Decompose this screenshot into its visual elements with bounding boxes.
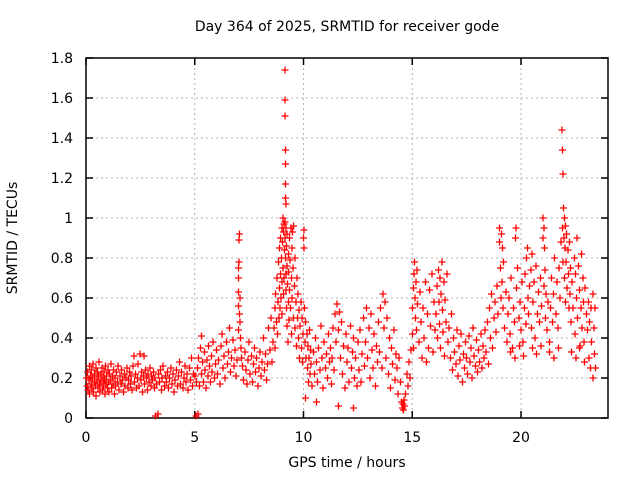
x-axis-label: GPS time / hours	[288, 455, 405, 471]
y-axis-label: SRMTID / TECUs	[5, 182, 21, 295]
chart-title: Day 364 of 2025, SRMTID for receiver god…	[195, 19, 499, 35]
x-tick-label: 10	[295, 430, 313, 446]
y-tick-label: 1	[64, 211, 73, 227]
y-tick-label: 0.2	[51, 371, 73, 387]
y-tick-label: 1.8	[51, 51, 73, 67]
plot-border	[85, 57, 609, 419]
y-tick-label: 0.8	[51, 251, 73, 267]
scatter-points	[83, 66, 599, 420]
y-tick-label: 0.4	[51, 331, 73, 347]
x-tick-label: 20	[512, 430, 530, 446]
y-tick-label: 0	[64, 411, 73, 427]
y-tick-label: 1.4	[51, 131, 73, 147]
y-tick-label: 0.6	[51, 291, 73, 307]
x-tick-label: 0	[82, 430, 91, 446]
x-tick-label: 15	[403, 430, 421, 446]
y-tick-label: 1.2	[51, 171, 73, 187]
y-tick-label: 1.6	[51, 91, 73, 107]
x-tick-label: 5	[190, 430, 199, 446]
